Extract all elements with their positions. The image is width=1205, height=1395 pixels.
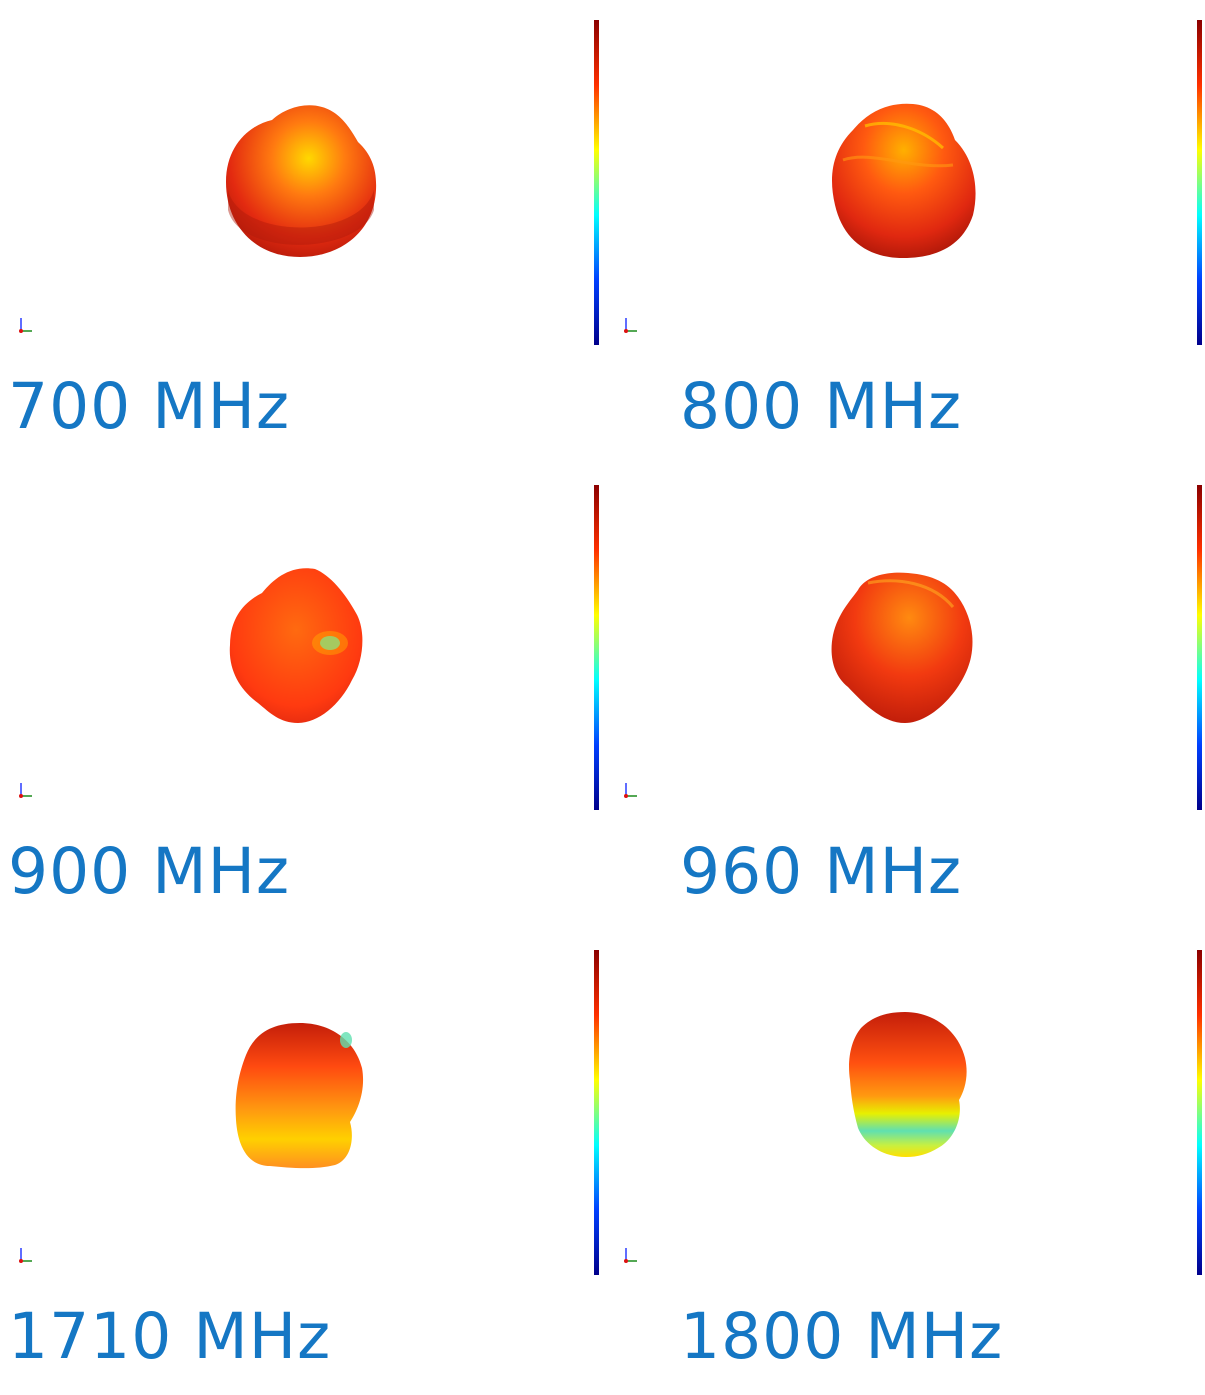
axis-triad-icon [19,318,32,333]
axis-triad-icon [624,783,637,798]
colorbar [1197,20,1202,345]
radiation-pattern-panel-800: 800 MHz [603,0,1205,465]
axis-triad-icon [624,1248,637,1263]
axis-triad-icon [19,783,32,798]
radiation-pattern-plot [603,0,1205,350]
frequency-label: 960 MHz [680,835,963,908]
lobe-1800 [849,1012,967,1157]
radiation-pattern-plot [0,930,602,1280]
radiation-pattern-panel-1800: 1800 MHz [603,930,1205,1395]
radiation-pattern-plot [603,930,1205,1280]
lobe-960 [831,572,973,723]
axis-triad-icon [624,318,637,333]
colorbar [1197,485,1202,810]
radiation-pattern-panel-700: 700 MHz [0,0,602,465]
lobe-1710 [235,1023,364,1169]
radiation-pattern-plot [0,0,602,350]
radiation-pattern-plot [603,465,1205,815]
frequency-label: 1800 MHz [680,1300,1004,1373]
lobe-800 [832,103,976,258]
colorbar [594,950,599,1275]
frequency-label: 1710 MHz [8,1300,332,1373]
axis-triad-icon [19,1248,32,1263]
radiation-pattern-panel-960: 960 MHz [603,465,1205,930]
lobe-900 [229,568,363,723]
frequency-label: 900 MHz [8,835,291,908]
colorbar [594,20,599,345]
frequency-label: 800 MHz [680,370,963,443]
colorbar [594,485,599,810]
radiation-pattern-plot [0,465,602,815]
radiation-pattern-panel-1710: 1710 MHz [0,930,602,1395]
colorbar [1197,950,1202,1275]
lobe-700 [226,105,377,257]
frequency-label: 700 MHz [8,370,291,443]
radiation-pattern-panel-900: 900 MHz [0,465,602,930]
